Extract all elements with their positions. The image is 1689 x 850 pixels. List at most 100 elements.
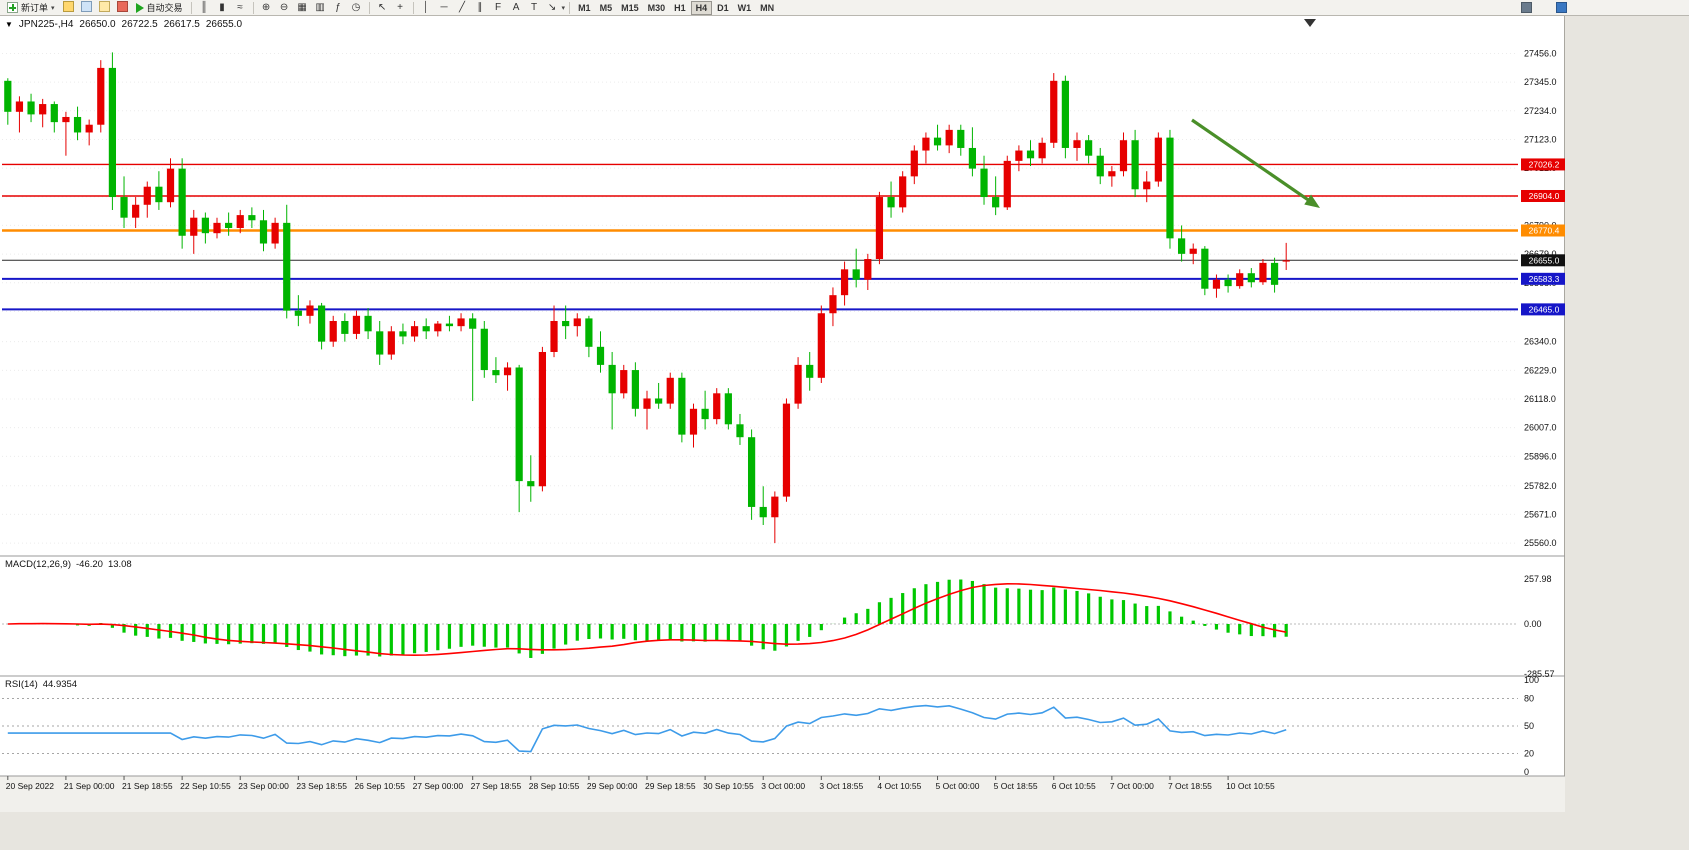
- svg-text:21 Sep 18:55: 21 Sep 18:55: [122, 781, 173, 791]
- svg-text:26118.0: 26118.0: [1524, 394, 1556, 404]
- svg-text:25896.0: 25896.0: [1524, 451, 1557, 461]
- timeframe-d1-button[interactable]: D1: [717, 2, 729, 13]
- svg-text:20 Sep 2022: 20 Sep 2022: [6, 781, 54, 791]
- svg-text:29 Sep 00:00: 29 Sep 00:00: [587, 781, 638, 791]
- arrows-dropdown-icon[interactable]: ▾: [561, 4, 566, 12]
- svg-text:23 Sep 00:00: 23 Sep 00:00: [238, 781, 289, 791]
- svg-text:28 Sep 10:55: 28 Sep 10:55: [529, 781, 580, 791]
- zoom-out-button[interactable]: ⊖: [279, 1, 289, 13]
- svg-text:7 Oct 18:55: 7 Oct 18:55: [1168, 781, 1212, 791]
- ohlc-low: 26617.5: [163, 19, 200, 30]
- macd-indicator-name: MACD(12,26,9): [5, 559, 71, 570]
- timeframe-m30-button[interactable]: M30: [647, 2, 666, 13]
- crosshair-tool-button[interactable]: +: [397, 1, 403, 13]
- svg-text:26007.0: 26007.0: [1524, 423, 1557, 433]
- trendline-tool-button[interactable]: ╱: [459, 1, 466, 13]
- search-icon[interactable]: [1521, 2, 1532, 13]
- macd-panel-label: MACD(12,26,9) -46.20 13.08: [5, 559, 132, 570]
- timeframe-w1-button[interactable]: W1: [737, 2, 752, 13]
- svg-text:25560.0: 25560.0: [1524, 538, 1557, 548]
- toolbar-separator: [252, 1, 254, 14]
- fibonacci-tool-button[interactable]: F: [494, 1, 502, 13]
- chart-symbol-period: JPN225-,H4: [18, 19, 74, 30]
- market-watch-button[interactable]: [60, 0, 77, 15]
- new-order-button[interactable]: 新订单 ▾: [3, 1, 59, 15]
- svg-text:26770.4: 26770.4: [1529, 226, 1560, 236]
- svg-text:257.98: 257.98: [1524, 574, 1552, 584]
- timeframe-m1-button[interactable]: M1: [578, 2, 591, 13]
- chart-window: 27456.027345.027234.027123.027012.026901…: [0, 16, 1565, 812]
- svg-text:27026.2: 27026.2: [1529, 160, 1560, 170]
- market-watch-icon: [62, 0, 74, 12]
- svg-text:3 Oct 18:55: 3 Oct 18:55: [819, 781, 863, 791]
- toolbar: 新订单 ▾ 自动交易 ║ ▮ ≈ ⊕ ⊖ ▦ ▥ ƒ ◷ ↖ + │ ─ ╱ ∥…: [0, 0, 1689, 16]
- svg-text:26 Sep 10:55: 26 Sep 10:55: [354, 781, 405, 791]
- svg-text:100: 100: [1524, 675, 1539, 685]
- macd-value-signal: 13.08: [107, 559, 132, 570]
- svg-text:3 Oct 00:00: 3 Oct 00:00: [761, 781, 805, 791]
- svg-text:5 Oct 18:55: 5 Oct 18:55: [994, 781, 1038, 791]
- toolbar-separator: [569, 1, 571, 14]
- toolbar-separator: [412, 1, 414, 14]
- svg-text:21 Sep 00:00: 21 Sep 00:00: [64, 781, 115, 791]
- navigator-icon: [98, 0, 110, 12]
- bar-chart-button[interactable]: ║: [200, 1, 208, 13]
- data-window-button[interactable]: [78, 0, 95, 15]
- svg-text:6 Oct 10:55: 6 Oct 10:55: [1052, 781, 1096, 791]
- vertical-line-tool-button[interactable]: │: [422, 1, 430, 13]
- text-tool-button[interactable]: A: [512, 1, 520, 13]
- ohlc-close: 26655.0: [205, 19, 243, 30]
- new-order-label: 新订单: [21, 3, 49, 13]
- chart-header: ▼ JPN225-,H4 26650.0 26722.5 26617.5 266…: [5, 19, 242, 30]
- price-chart-canvas[interactable]: 27456.027345.027234.027123.027012.026901…: [0, 16, 1565, 812]
- svg-text:27 Sep 00:00: 27 Sep 00:00: [413, 781, 464, 791]
- ohlc-high: 26722.5: [121, 19, 158, 30]
- channel-tool-button[interactable]: ∥: [477, 1, 483, 13]
- toolbar-right-icons: [1521, 2, 1567, 13]
- svg-text:27123.0: 27123.0: [1524, 134, 1557, 144]
- candlestick-chart-button[interactable]: ▮: [219, 1, 225, 13]
- timeframe-h4-button[interactable]: H4: [690, 0, 713, 15]
- svg-text:7 Oct 00:00: 7 Oct 00:00: [1110, 781, 1154, 791]
- svg-text:27345.0: 27345.0: [1524, 77, 1557, 87]
- svg-text:23 Sep 18:55: 23 Sep 18:55: [296, 781, 347, 791]
- arrows-tool-button[interactable]: ↘: [547, 1, 557, 13]
- svg-text:80: 80: [1524, 693, 1534, 703]
- cursor-tool-button[interactable]: ↖: [377, 1, 387, 13]
- macd-value-main: -46.20: [76, 559, 103, 570]
- svg-text:27234.0: 27234.0: [1524, 106, 1557, 116]
- svg-text:26229.0: 26229.0: [1524, 365, 1557, 375]
- terminal-button[interactable]: [114, 0, 131, 15]
- timeframe-h1-button[interactable]: H1: [674, 2, 686, 13]
- tile-windows-button[interactable]: ▦: [297, 1, 307, 13]
- label-tool-button[interactable]: T: [530, 1, 538, 13]
- collapse-icon[interactable]: ▼: [5, 20, 13, 29]
- ohlc-open: 26650.0: [79, 19, 116, 30]
- timeframe-m5-button[interactable]: M5: [599, 2, 613, 13]
- rsi-panel-label: RSI(14) 44.9354: [5, 679, 77, 690]
- arrange-windows-button[interactable]: ▥: [315, 1, 325, 13]
- rsi-indicator-name: RSI(14): [5, 679, 38, 690]
- timeframe-m15-button[interactable]: M15: [621, 2, 639, 13]
- svg-text:10 Oct 10:55: 10 Oct 10:55: [1226, 781, 1275, 791]
- chat-icon[interactable]: [1556, 2, 1567, 13]
- svg-text:26679.0: 26679.0: [1524, 249, 1557, 259]
- period-clock-button[interactable]: ◷: [351, 1, 361, 13]
- svg-text:26583.3: 26583.3: [1529, 274, 1560, 284]
- svg-text:25782.0: 25782.0: [1524, 481, 1557, 491]
- auto-trading-button[interactable]: 自动交易: [132, 1, 187, 15]
- zoom-in-button[interactable]: ⊕: [261, 1, 271, 13]
- timeframe-mn-button[interactable]: MN: [760, 2, 775, 13]
- auto-trading-label: 自动交易: [146, 3, 183, 13]
- svg-text:27456.0: 27456.0: [1524, 48, 1557, 58]
- chevron-down-icon: ▾: [51, 4, 55, 12]
- indicators-button[interactable]: ƒ: [335, 1, 341, 13]
- toolbar-separator: [190, 1, 192, 14]
- svg-text:26465.0: 26465.0: [1529, 305, 1560, 315]
- svg-text:22 Sep 10:55: 22 Sep 10:55: [180, 781, 231, 791]
- horizontal-line-tool-button[interactable]: ─: [440, 1, 448, 13]
- line-chart-button[interactable]: ≈: [237, 1, 243, 13]
- navigator-button[interactable]: [96, 0, 113, 15]
- svg-text:27 Sep 18:55: 27 Sep 18:55: [471, 781, 522, 791]
- play-icon: [135, 2, 144, 13]
